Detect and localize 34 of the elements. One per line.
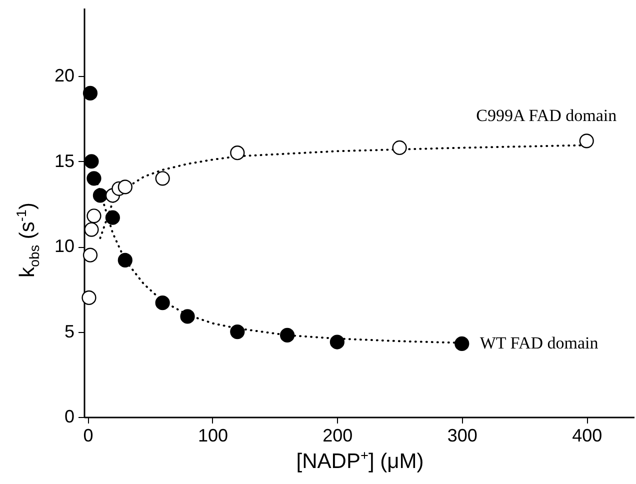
point — [82, 290, 96, 306]
point — [579, 134, 594, 148]
y-tick-label: 10 — [54, 236, 74, 256]
y-tick-label: 15 — [54, 150, 74, 171]
point — [180, 309, 195, 324]
x-axis-title: [NADP$^{+}$] (μM) — [295, 448, 425, 474]
point — [118, 252, 132, 268]
x-tick-label: 100 — [198, 426, 228, 446]
point — [155, 296, 170, 310]
x-tick-label: 300 — [447, 426, 478, 446]
point — [155, 171, 170, 186]
point — [230, 324, 245, 340]
x-tick-label: 200 — [322, 426, 353, 446]
point — [86, 171, 102, 186]
y-tick-label: 20 — [54, 66, 74, 86]
point — [230, 146, 245, 160]
point — [82, 86, 98, 101]
series-label: C999A FAD domain — [476, 106, 618, 125]
point — [86, 208, 102, 224]
y-tick-label: 0 — [64, 406, 74, 426]
point — [280, 328, 295, 342]
point — [105, 210, 120, 225]
series-label: WT FAD domain — [480, 334, 599, 353]
point — [92, 188, 108, 203]
point — [392, 140, 407, 156]
point — [330, 334, 344, 350]
y-tick-label: 5 — [64, 321, 74, 342]
point — [82, 248, 98, 262]
point — [84, 222, 99, 237]
point — [84, 154, 99, 169]
x-tick-label: 400 — [572, 426, 602, 446]
point — [454, 336, 470, 352]
x-tick-label: 0 — [83, 426, 94, 446]
point — [118, 180, 132, 194]
